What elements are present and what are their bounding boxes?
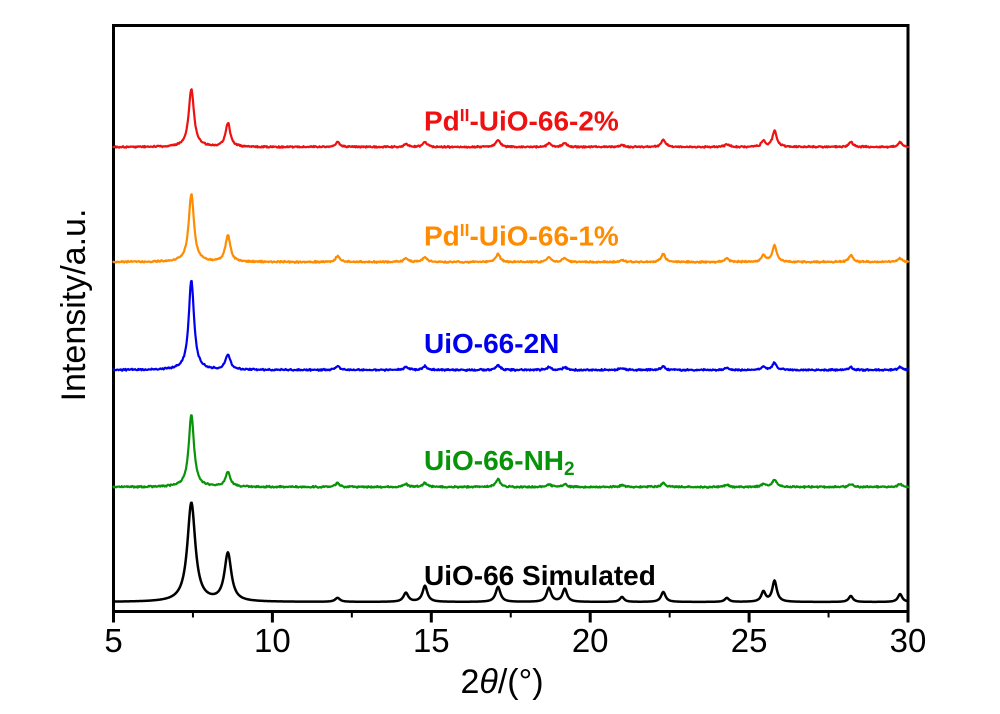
xrd-trace-3 — [112, 414, 910, 489]
trace-label-2: UiO-66-2N — [424, 330, 559, 358]
trace-label-0-text: -UiO-66-2% — [469, 105, 619, 137]
trace-label-0-text: Pd — [424, 105, 460, 137]
x-tick-label-5: 5 — [104, 622, 123, 659]
x-axis-title-units: /(°) — [497, 663, 544, 701]
trace-label-3-sub: 2 — [564, 458, 575, 480]
trace-label-1-text: Pd — [424, 220, 460, 252]
x-tick-label-20: 20 — [571, 622, 609, 659]
x-axis-title-theta: θ — [479, 663, 498, 701]
trace-label-4-text: UiO-66 Simulated — [424, 560, 656, 591]
xrd-trace-2 — [112, 279, 910, 372]
xrd-trace-0 — [112, 88, 910, 149]
x-tick-label-10: 10 — [254, 622, 291, 659]
x-tick-label-25: 25 — [730, 622, 768, 659]
x-tick-label-30: 30 — [889, 622, 927, 659]
x-tick-label-15: 15 — [412, 622, 450, 659]
x-axis-title: 2θ/(°) — [460, 663, 544, 701]
xrd-trace-1 — [112, 193, 910, 264]
trace-label-1-text: -UiO-66-1% — [469, 220, 619, 252]
x-axis-title-number: 2 — [460, 663, 480, 701]
trace-label-0: PdII-UiO-66-2% — [424, 105, 619, 137]
trace-label-3-text: UiO-66-NH — [424, 445, 565, 476]
trace-label-2-text: UiO-66-2N — [424, 328, 560, 359]
trace-label-4: UiO-66 Simulated — [424, 562, 656, 590]
trace-label-1: PdII-UiO-66-1% — [424, 220, 619, 252]
xrd-trace-4 — [112, 501, 910, 604]
trace-label-0-sup: II — [459, 105, 470, 125]
trace-label-1-sup: II — [459, 220, 470, 240]
y-axis-title: Intensity/a.u. — [55, 208, 93, 402]
trace-label-3: UiO-66-NH2 — [424, 447, 575, 479]
